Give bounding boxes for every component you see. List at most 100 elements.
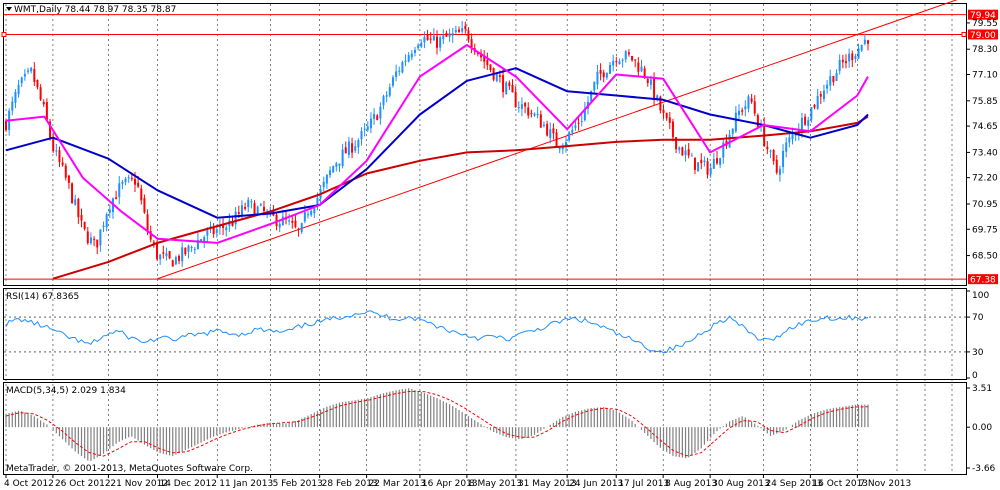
candle-body [322, 181, 325, 188]
candle-body [857, 48, 860, 59]
candle-body [706, 161, 709, 175]
candle-body [756, 115, 759, 127]
candle-body [753, 101, 756, 114]
price-panel-frame [3, 3, 967, 286]
candle-body [678, 147, 681, 150]
candle-body [643, 68, 646, 77]
candle-body [162, 252, 165, 254]
candle-body [467, 30, 470, 40]
candle-body [810, 107, 813, 120]
candle-body [640, 66, 643, 72]
candle-body [102, 225, 105, 227]
candle-body [203, 237, 206, 242]
candle-body [373, 114, 376, 119]
candle-body [288, 220, 291, 222]
candle-body [156, 242, 159, 259]
candle-body [703, 160, 706, 162]
candle-body [231, 221, 234, 226]
candle-body [278, 223, 281, 228]
candle-body [325, 174, 328, 184]
ma-slow-line [52, 115, 869, 280]
candle-body [395, 71, 398, 78]
candle-body [64, 165, 67, 178]
candle-body [599, 69, 602, 74]
candle-body [351, 143, 354, 153]
candle-body [734, 112, 737, 132]
x-tick-label: 21 Nov 2012 [110, 479, 168, 489]
candle-body [520, 104, 523, 109]
candle-body [363, 128, 366, 130]
trendline[interactable] [157, 0, 966, 280]
candle-body [675, 137, 678, 150]
x-tick-label: 8 Aug 2013 [665, 479, 717, 489]
candle-body [816, 95, 819, 109]
candle-body [772, 150, 775, 162]
candle-body [275, 214, 278, 227]
candle-body [835, 72, 838, 81]
rsi-y-tick-label: 0 [972, 371, 978, 381]
candle-body [564, 142, 567, 148]
candle-body [602, 72, 605, 78]
dropdown-triangle-icon[interactable] [6, 7, 12, 11]
candle-body [354, 146, 357, 151]
candle-body [357, 140, 360, 148]
candle-body [71, 183, 74, 204]
candle-body [89, 237, 92, 244]
candle-body [303, 212, 306, 222]
candle-body [426, 34, 429, 40]
candle-body [52, 137, 55, 152]
candle-body [17, 84, 20, 95]
x-tick-label: 24 Sep 2013 [765, 479, 822, 489]
moving-averages [5, 44, 869, 280]
candle-body [294, 220, 297, 227]
candle-body [841, 59, 844, 63]
level-price-tag [968, 29, 998, 40]
candle-body [627, 52, 630, 55]
symbol-info: WMT,Daily 78.44 78.97 78.35 78.87 [14, 5, 176, 15]
candle-body [178, 255, 181, 261]
candle-body [335, 163, 338, 167]
candle-body [722, 142, 725, 158]
candle-body [5, 120, 7, 131]
candle-body [536, 114, 539, 116]
candle-body [851, 53, 854, 61]
candle-body [571, 129, 574, 133]
candle-body [80, 215, 83, 221]
candle-body [193, 248, 196, 250]
ma-fast-line [5, 44, 869, 244]
candle-body [731, 128, 734, 134]
candle-body [27, 70, 30, 72]
candle-body [738, 110, 741, 116]
candle-body [67, 175, 70, 183]
rsi-y-tick-label: 30 [972, 348, 984, 358]
candle-body [417, 45, 420, 49]
candle-body [580, 120, 583, 122]
candle-body [222, 225, 225, 228]
candle-body [20, 77, 23, 84]
level-price-tag [968, 9, 998, 20]
candle-body [687, 149, 690, 156]
candle-body [391, 77, 394, 86]
candle-body [533, 113, 536, 116]
candle-body [413, 49, 416, 53]
candle-body [429, 38, 432, 40]
candle-body [794, 134, 797, 136]
candle-body [668, 117, 671, 123]
candle-body [829, 76, 832, 86]
candle-body [385, 95, 388, 97]
rsi-panel-frame [3, 288, 967, 380]
candle-body [574, 125, 577, 128]
candle-body [105, 214, 108, 228]
candle-body [49, 121, 52, 138]
candle-body [656, 95, 659, 99]
candle-body [253, 203, 256, 216]
horizontal-levels[interactable]: 79.94 79.00 67.38 [1, 9, 998, 286]
candle-body [237, 212, 240, 214]
candle-body [590, 90, 593, 102]
candle-body [621, 59, 624, 61]
candle-body [530, 112, 533, 114]
candle-body [432, 35, 435, 41]
